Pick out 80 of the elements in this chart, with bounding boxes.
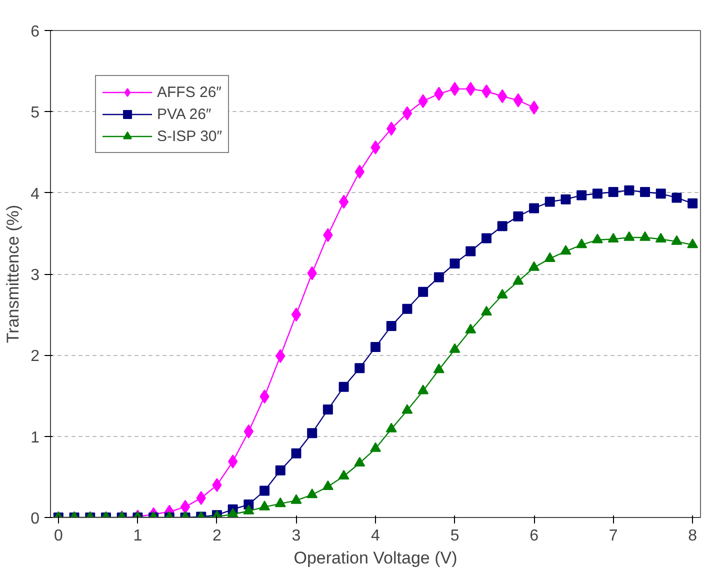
point — [418, 286, 428, 297]
y-tick-label: 5 — [30, 104, 40, 122]
point — [560, 194, 571, 204]
point — [624, 185, 634, 196]
point — [370, 342, 380, 352]
point — [672, 192, 682, 203]
point — [465, 324, 476, 334]
x-tick-label: 5 — [450, 528, 460, 544]
point — [259, 500, 270, 510]
point — [640, 187, 650, 198]
point — [354, 456, 366, 467]
y-tick-label: 6 — [30, 24, 40, 40]
y-tick-label: 1 — [30, 429, 40, 446]
point — [354, 363, 365, 374]
point — [544, 196, 555, 207]
point — [640, 231, 651, 241]
x-tick-label: 3 — [292, 528, 301, 544]
x-tick-label: 0 — [54, 528, 63, 544]
point — [528, 261, 540, 271]
point — [450, 82, 460, 96]
point — [497, 221, 508, 232]
point — [402, 106, 412, 120]
y-tick-label: 3 — [30, 267, 40, 284]
point — [306, 488, 318, 498]
point — [576, 238, 588, 248]
point — [449, 343, 460, 353]
point — [481, 233, 492, 244]
x-tick-label: 1 — [133, 528, 142, 544]
x-tick-label: 4 — [371, 528, 380, 544]
point — [322, 480, 334, 490]
point — [576, 190, 587, 200]
point — [656, 188, 666, 199]
legend-label: S-ISP 30″ — [157, 128, 222, 144]
point — [291, 308, 302, 322]
point — [512, 275, 524, 285]
point — [402, 404, 413, 414]
point — [480, 306, 492, 316]
point — [402, 304, 412, 314]
y-tick-label: 4 — [30, 186, 40, 203]
point — [338, 194, 349, 209]
point — [243, 504, 254, 514]
legend-label: PVA 26″ — [157, 106, 212, 122]
point — [274, 497, 286, 508]
point — [655, 232, 666, 242]
x-tick-label: 6 — [530, 528, 539, 544]
point — [496, 288, 508, 298]
x-tick-label: 8 — [688, 528, 698, 544]
point — [418, 384, 429, 394]
point — [529, 203, 540, 214]
point — [624, 231, 635, 241]
point — [450, 258, 460, 268]
point — [608, 187, 618, 198]
point — [386, 422, 397, 432]
point — [513, 211, 524, 222]
y-tick-label: 2 — [30, 348, 40, 366]
point — [466, 246, 476, 256]
point — [338, 382, 349, 392]
point — [687, 238, 698, 248]
legend-label: AFFS 26″ — [157, 84, 222, 100]
point — [227, 508, 238, 518]
point — [386, 320, 396, 331]
point — [544, 252, 556, 262]
point — [433, 364, 444, 374]
point — [434, 272, 444, 282]
point — [688, 198, 698, 208]
x-tick-label: 7 — [608, 528, 618, 544]
point — [290, 494, 302, 504]
point — [513, 93, 524, 108]
point — [608, 232, 619, 242]
point — [497, 89, 508, 104]
x-axis-title: Operation Voltage (V) — [294, 548, 458, 568]
point — [560, 245, 572, 255]
y-axis-title: Transmittence (%) — [4, 204, 23, 344]
point — [592, 188, 602, 199]
point — [671, 235, 682, 245]
y-tick-label: 0 — [30, 510, 40, 528]
point — [370, 442, 381, 452]
point — [338, 470, 350, 480]
point — [592, 234, 603, 244]
x-tick-label: 2 — [212, 528, 222, 544]
